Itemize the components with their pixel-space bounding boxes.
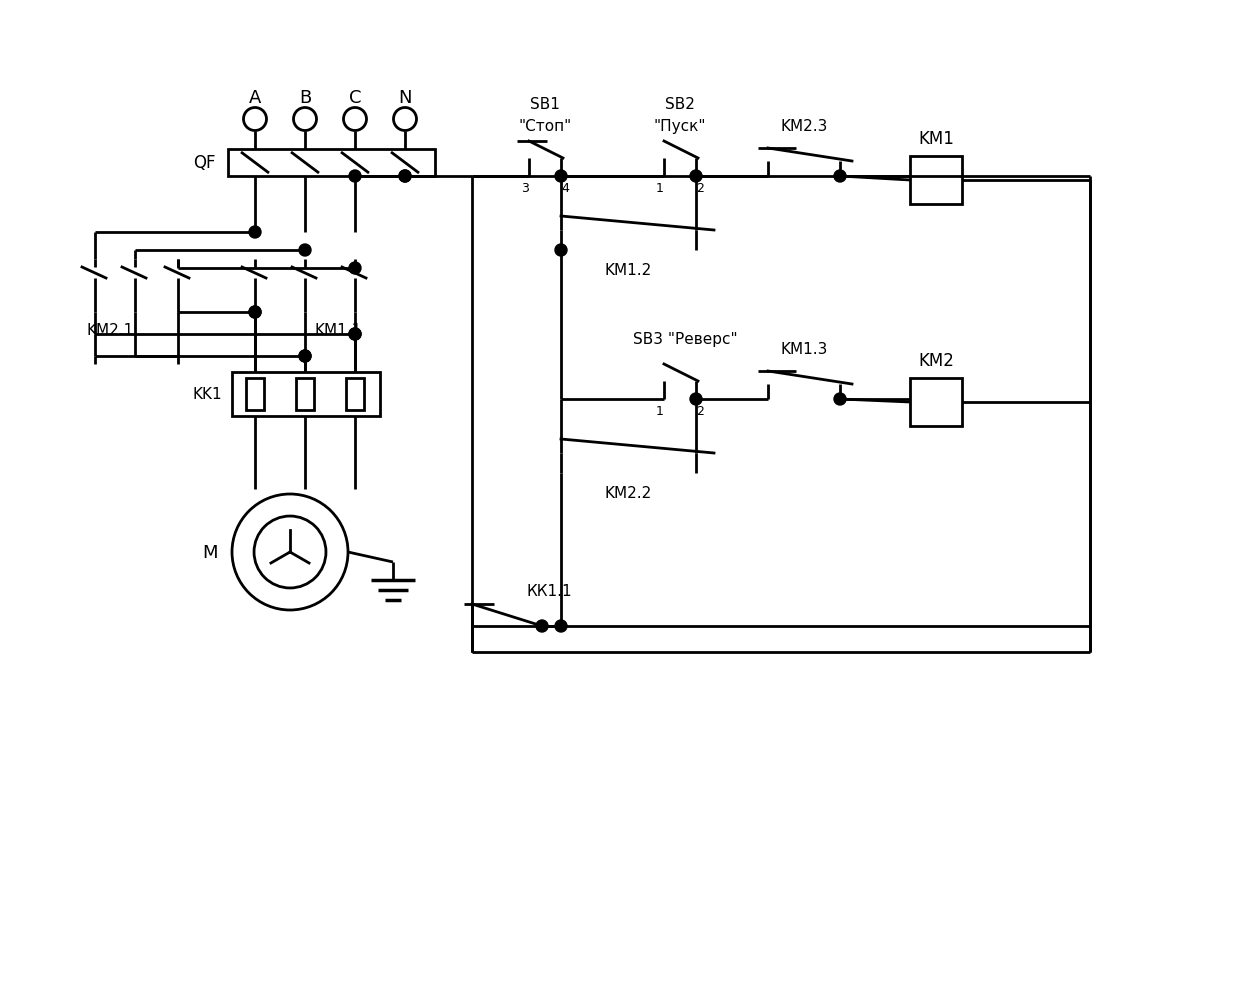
- Text: 1: 1: [657, 182, 664, 195]
- Text: QF: QF: [193, 154, 216, 172]
- Text: 4: 4: [561, 182, 569, 195]
- Bar: [228, 150, 435, 177]
- Text: SB3 "Реверс": SB3 "Реверс": [633, 332, 737, 347]
- Circle shape: [349, 262, 361, 274]
- Text: KM2: KM2: [918, 352, 954, 370]
- Text: 3: 3: [522, 182, 529, 195]
- Bar: [346, 379, 364, 411]
- Circle shape: [555, 171, 567, 183]
- Circle shape: [690, 394, 703, 406]
- Text: KM2.1: KM2.1: [87, 323, 134, 338]
- Bar: [247, 379, 264, 411]
- Bar: [296, 379, 313, 411]
- Text: KM1: KM1: [918, 130, 954, 148]
- Circle shape: [399, 171, 411, 183]
- Circle shape: [299, 351, 311, 363]
- Text: 2: 2: [696, 182, 704, 195]
- Text: KK1: KK1: [192, 387, 222, 403]
- Text: KM1.1: KM1.1: [315, 323, 362, 338]
- Circle shape: [834, 171, 846, 183]
- Bar: [909, 379, 961, 426]
- Text: C: C: [348, 88, 362, 107]
- Text: A: A: [249, 88, 261, 107]
- Circle shape: [249, 227, 261, 239]
- Text: N: N: [398, 88, 411, 107]
- Bar: [232, 373, 380, 416]
- Text: "Стоп": "Стоп": [518, 119, 571, 134]
- Text: KM1.3: KM1.3: [781, 342, 828, 357]
- Text: KM2.3: KM2.3: [781, 119, 828, 134]
- Circle shape: [555, 245, 567, 256]
- Text: SB1: SB1: [530, 97, 560, 112]
- Circle shape: [690, 171, 703, 183]
- Circle shape: [399, 171, 411, 183]
- Bar: [909, 157, 961, 205]
- Text: SB2: SB2: [665, 97, 695, 112]
- Circle shape: [299, 245, 311, 256]
- Circle shape: [299, 351, 311, 363]
- Text: KM1.2: KM1.2: [605, 263, 652, 278]
- Text: "Пуск": "Пуск": [654, 119, 706, 134]
- Circle shape: [249, 307, 261, 319]
- Text: КК1.1: КК1.1: [527, 583, 572, 599]
- Circle shape: [834, 394, 846, 406]
- Text: 2: 2: [696, 406, 704, 418]
- Circle shape: [349, 329, 361, 341]
- Text: KM2.2: KM2.2: [605, 486, 652, 501]
- Circle shape: [249, 307, 261, 319]
- Circle shape: [536, 620, 548, 632]
- Circle shape: [349, 171, 361, 183]
- Text: B: B: [299, 88, 311, 107]
- Text: 1: 1: [657, 406, 664, 418]
- Circle shape: [555, 620, 567, 632]
- Text: M: M: [202, 544, 218, 562]
- Circle shape: [349, 329, 361, 341]
